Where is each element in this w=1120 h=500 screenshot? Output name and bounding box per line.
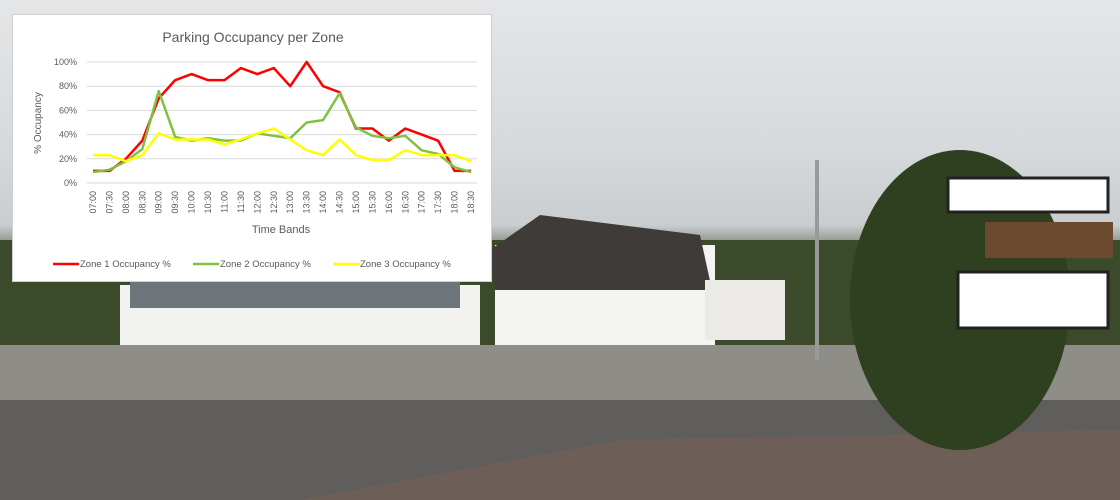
legend-label: Zone 3 Occupancy % [360, 259, 451, 270]
chart-panel: Parking Occupancy per Zone % Occupancy T… [12, 14, 492, 282]
series-line-zone-2 [92, 89, 472, 174]
x-tick-label: 09:00 [154, 191, 164, 214]
x-tick-label: 13:00 [285, 191, 295, 214]
x-tick-label: 17:30 [433, 191, 443, 214]
x-tick-label: 10:30 [203, 191, 213, 214]
x-tick-label: 15:30 [367, 191, 377, 214]
x-tick-label: 18:30 [466, 191, 476, 214]
x-tick-label: 16:30 [400, 191, 410, 214]
legend-label: Zone 2 Occupancy % [220, 259, 311, 270]
x-tick-label: 14:30 [335, 191, 345, 214]
x-tick-label: 11:00 [219, 191, 229, 213]
x-tick-label: 10:00 [187, 191, 197, 214]
x-tick-label: 16:00 [384, 191, 394, 214]
line-chart: Parking Occupancy per Zone % Occupancy T… [33, 29, 477, 270]
series-line-zone-3 [93, 127, 472, 163]
legend-label: Zone 1 Occupancy % [80, 259, 171, 270]
x-tick-label: 17:00 [417, 191, 427, 214]
x-axis-label: Time Bands [252, 224, 311, 236]
x-tick-label: 08:00 [121, 191, 131, 214]
y-tick-label: 100% [54, 57, 77, 67]
chart-title: Parking Occupancy per Zone [162, 29, 344, 45]
y-tick-label: 0% [64, 178, 77, 188]
series-line-zone-1 [93, 60, 471, 173]
y-tick-label: 20% [59, 154, 77, 164]
x-tick-label: 07:00 [88, 191, 98, 214]
y-tick-label: 40% [59, 130, 77, 140]
x-tick-label: 08:30 [137, 191, 147, 214]
x-tick-label: 15:00 [351, 191, 361, 214]
y-tick-label: 60% [59, 105, 77, 115]
y-tick-label: 80% [59, 81, 77, 91]
x-tick-label: 11:30 [236, 191, 246, 213]
x-tick-label: 07:30 [104, 191, 114, 214]
y-axis-label: % Occupancy [33, 92, 44, 154]
x-tick-label: 13:30 [302, 191, 312, 214]
x-tick-label: 09:30 [170, 191, 180, 214]
x-tick-label: 18:00 [450, 191, 460, 214]
x-tick-label: 12:00 [252, 191, 262, 214]
x-tick-label: 14:00 [318, 191, 328, 214]
x-tick-label: 12:30 [269, 191, 279, 214]
